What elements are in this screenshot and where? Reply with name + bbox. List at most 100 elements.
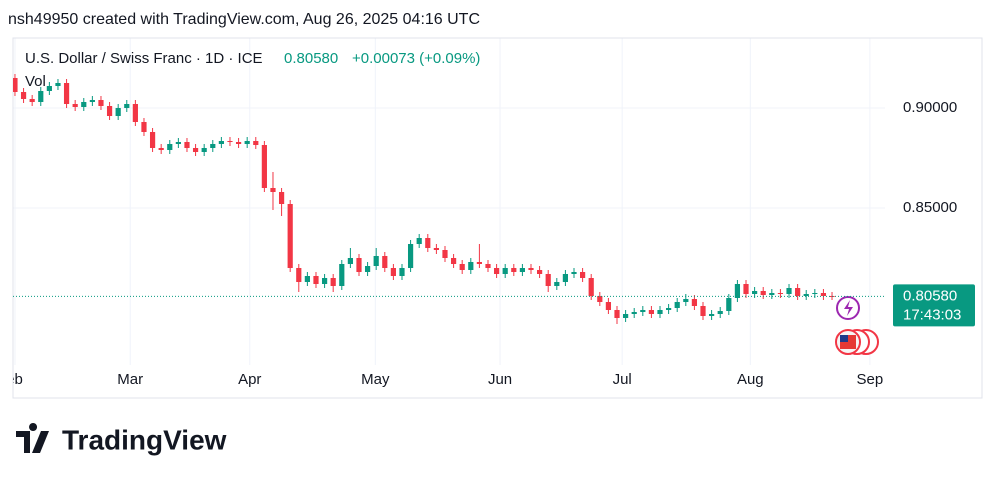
candle-body <box>502 268 508 274</box>
candle-body <box>657 310 663 314</box>
event-icons <box>835 296 879 355</box>
candle-body <box>459 264 465 270</box>
x-tick-label: Aug <box>737 371 764 388</box>
candle-body <box>743 284 749 294</box>
candles <box>13 74 835 324</box>
volume-label: Vol <box>25 73 46 90</box>
candle-body <box>296 268 302 282</box>
candle-body <box>433 248 439 250</box>
symbol-title: U.S. Dollar / Swiss Franc · 1D · ICE <box>25 50 263 67</box>
candle-body <box>253 141 259 145</box>
candle-body <box>20 92 27 99</box>
candle-body <box>227 141 233 142</box>
x-tick-label: Jun <box>488 371 512 388</box>
candle-body <box>795 288 801 296</box>
change: +0.00073 (+0.09%) <box>352 50 480 67</box>
x-tick-label: Apr <box>238 371 261 388</box>
candle-body <box>55 83 61 86</box>
candle-body <box>537 270 543 274</box>
candle-body <box>201 148 207 152</box>
candle-body <box>218 141 224 144</box>
y-tick-label: 0.85000 <box>903 199 957 216</box>
candle-body <box>261 145 267 188</box>
candle-body <box>545 274 551 286</box>
candle-body <box>356 258 362 272</box>
candle-body <box>812 293 818 294</box>
candle-body <box>115 108 121 116</box>
candle-body <box>734 284 741 298</box>
candle-body <box>235 142 242 144</box>
candle-body <box>63 83 70 104</box>
candle-body <box>605 302 612 310</box>
candle-body <box>752 291 758 294</box>
candle-body <box>511 268 517 272</box>
candle-body <box>769 293 775 295</box>
logo: TradingView <box>16 423 227 455</box>
candle-body <box>141 122 147 132</box>
candle-body <box>588 278 594 296</box>
candle-body <box>89 100 95 102</box>
candle-body <box>640 310 646 312</box>
x-tick-label: May <box>361 371 390 388</box>
candle-body <box>674 302 680 308</box>
candle-body <box>562 274 569 282</box>
candle-body <box>399 268 405 276</box>
grid <box>13 38 885 365</box>
candle-body <box>313 276 319 284</box>
candle-body <box>339 264 345 286</box>
candle-body <box>468 262 474 270</box>
candle-body <box>81 102 87 107</box>
candle-body <box>347 258 353 264</box>
candle-body <box>210 144 216 148</box>
candle-body <box>38 91 44 102</box>
last-price-label: 0.80580 <box>903 287 957 304</box>
candle-body <box>124 104 130 108</box>
candle-body <box>786 288 792 294</box>
candle-body <box>390 268 396 276</box>
candle-body <box>648 310 655 314</box>
candle-body <box>450 258 457 264</box>
candle-body <box>425 238 431 248</box>
candle-body <box>614 310 620 318</box>
candle-body <box>700 306 706 316</box>
candle-body <box>666 308 672 310</box>
candle-body <box>132 104 138 122</box>
x-tick-label: Sep <box>857 371 884 388</box>
candle-body <box>416 238 422 244</box>
candle-body <box>287 204 293 268</box>
candle-body <box>493 268 500 274</box>
candle-body <box>149 132 156 148</box>
x-tick-label: Mar <box>117 371 143 388</box>
candle-body <box>683 299 689 302</box>
last-price-tag <box>893 284 975 327</box>
candle-body <box>72 104 78 107</box>
credit: nsh49950 created with TradingView.com, A… <box>8 11 480 28</box>
y-tick-label: 0.90000 <box>903 99 957 116</box>
price: 0.80580 <box>284 50 338 67</box>
candle-body <box>485 264 491 268</box>
candle-body <box>726 298 732 311</box>
candle-body <box>29 99 35 102</box>
candle-body <box>373 256 379 266</box>
chart-frame <box>12 37 983 399</box>
candle-body <box>717 311 723 314</box>
candle-body <box>175 142 181 144</box>
candle-body <box>554 282 560 286</box>
x-tick-label: Jul <box>613 371 632 388</box>
brand: TradingView <box>62 424 227 455</box>
candle-body <box>106 106 113 116</box>
candle-body <box>158 148 164 150</box>
candle-body <box>760 291 766 295</box>
candle-body <box>571 272 577 274</box>
candle-body <box>709 314 715 316</box>
candle-body <box>192 148 199 152</box>
candle-body <box>803 294 809 296</box>
candle-body <box>270 188 276 192</box>
countdown: 17:43:03 <box>903 306 961 323</box>
candle-body <box>330 278 336 286</box>
candle-body <box>382 256 388 268</box>
candle-body <box>442 250 448 258</box>
candle-body <box>244 141 250 144</box>
candle-body <box>623 314 629 318</box>
